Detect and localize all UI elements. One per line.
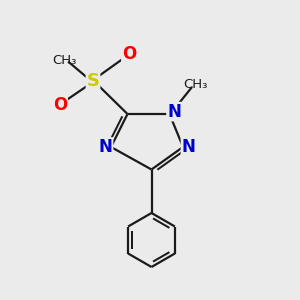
Text: CH₃: CH₃ bbox=[183, 77, 207, 91]
Text: N: N bbox=[99, 138, 112, 156]
Text: O: O bbox=[122, 45, 136, 63]
Text: N: N bbox=[182, 138, 195, 156]
Text: S: S bbox=[86, 72, 100, 90]
Text: N: N bbox=[167, 103, 181, 121]
Text: CH₃: CH₃ bbox=[52, 53, 77, 67]
Text: O: O bbox=[53, 96, 67, 114]
